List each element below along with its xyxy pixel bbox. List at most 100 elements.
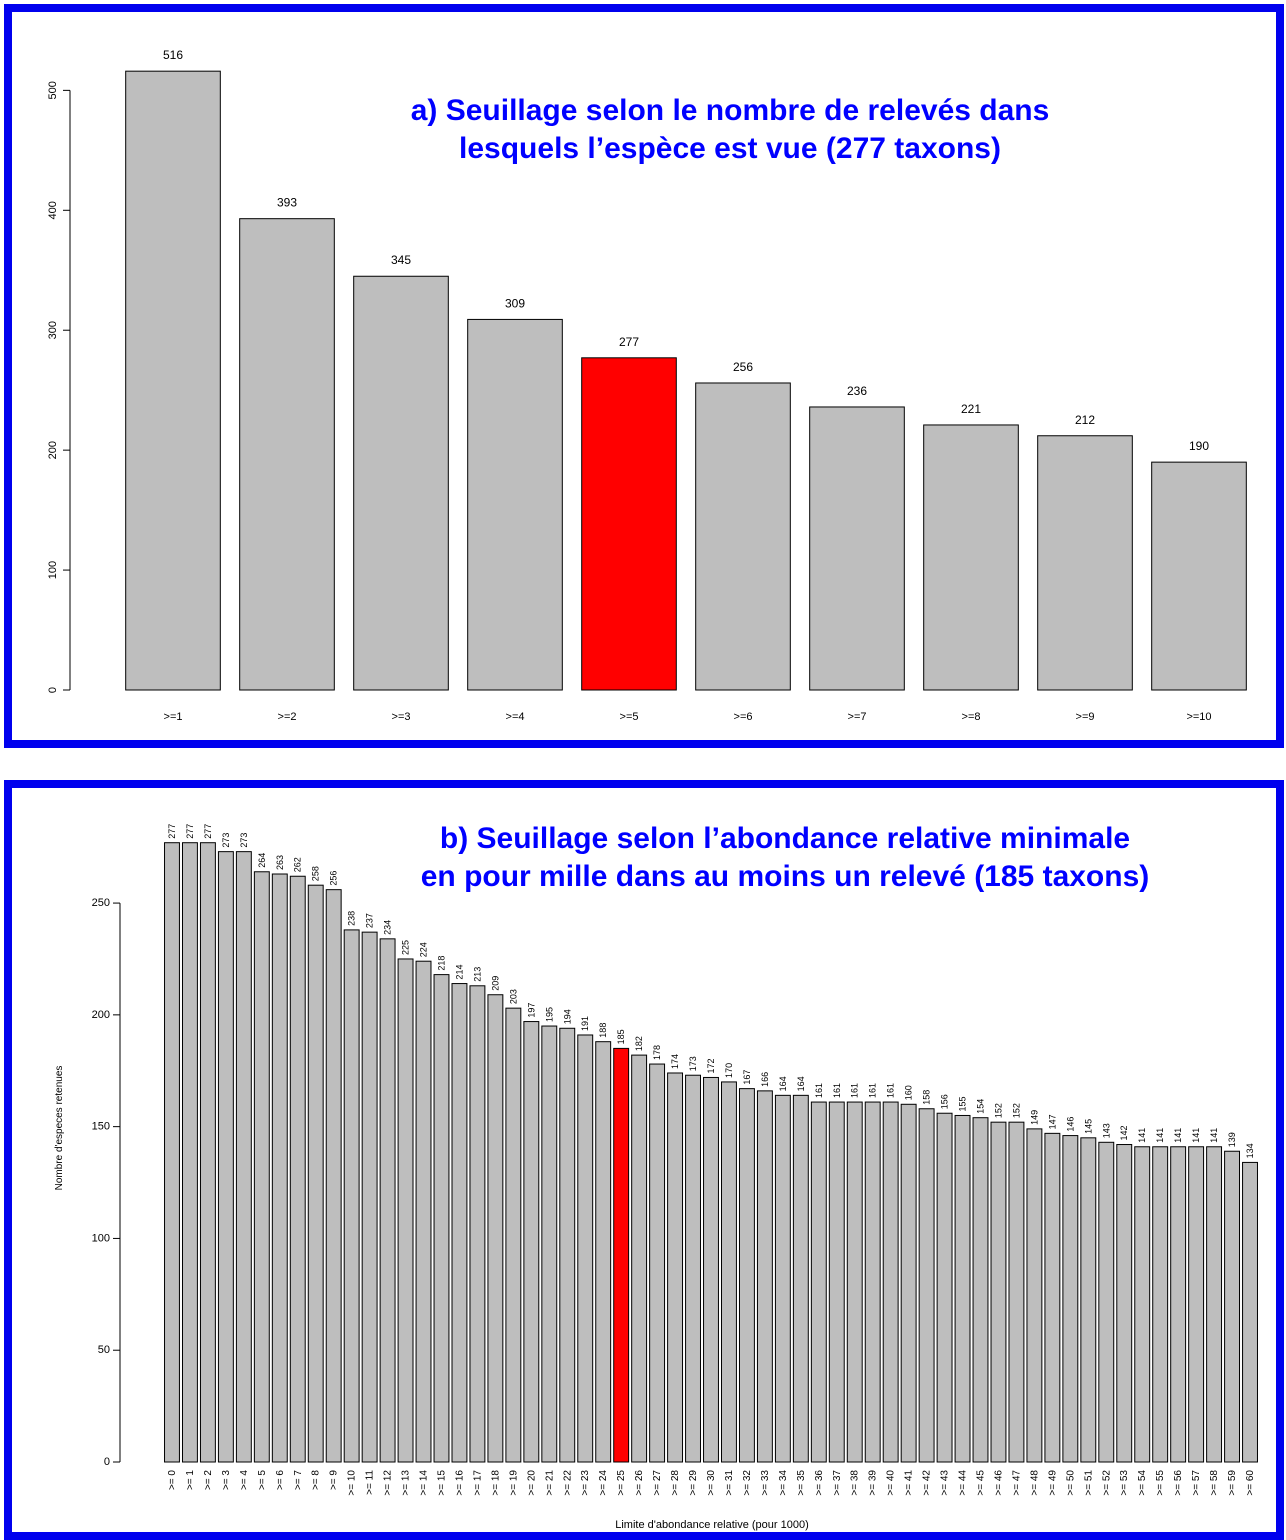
x-tick-label: >= 42: [922, 1470, 933, 1496]
x-tick-label: >= 23: [580, 1470, 591, 1496]
bar: [918, 1108, 935, 1463]
data-label: 203: [508, 989, 518, 1004]
bar: [809, 406, 905, 691]
bar: [164, 842, 180, 1463]
data-label: 238: [347, 911, 357, 926]
bar: [972, 1117, 989, 1463]
bar: [271, 873, 288, 1463]
bar: [1026, 1128, 1043, 1463]
data-label: 141: [1137, 1128, 1147, 1143]
bar: [649, 1063, 666, 1463]
panel-b-frame: 0 50 100 150 200 250 277 >= 0 277 >= 1 277 >= 2 273…: [4, 780, 1284, 1540]
x-tick-label: >= 37: [832, 1470, 843, 1496]
data-label: 221: [961, 402, 981, 416]
data-label: 191: [580, 1016, 590, 1031]
bar: [379, 938, 396, 1463]
data-label: 178: [652, 1045, 662, 1060]
x-tick-label: >= 6: [275, 1470, 286, 1490]
y-tick-label: 500: [47, 81, 59, 99]
x-tick-label: >= 35: [796, 1470, 807, 1496]
x-tick-label: >=5: [620, 711, 639, 723]
x-tick-label: >= 57: [1191, 1470, 1202, 1496]
data-label: 141: [1209, 1128, 1219, 1143]
chart-a-title-line-1: a) Seuillage selon le nombre de relevés …: [411, 94, 1050, 127]
data-label: 234: [383, 920, 393, 935]
y-tick-label: 200: [47, 441, 59, 459]
data-label: 277: [203, 824, 213, 839]
x-tick-label: >= 9: [329, 1470, 340, 1490]
data-label: 236: [847, 384, 867, 398]
data-label: 142: [1119, 1125, 1129, 1140]
data-label: 161: [868, 1083, 878, 1098]
x-tick-label: >= 49: [1047, 1470, 1058, 1496]
y-tick-label: 250: [92, 897, 110, 909]
x-tick-label: >= 59: [1227, 1470, 1238, 1496]
panel-a-frame: 0 100 200 300 400 500 516 >=1 393 >=2 345 >=3 309 >=…: [4, 4, 1284, 748]
bar: [864, 1101, 881, 1463]
chart-b: 0 50 100 150 200 250 277 >= 0 277 >= 1 277 >= 2 273…: [54, 822, 1258, 1531]
bar: [1037, 435, 1133, 691]
bar: [467, 318, 563, 691]
bar: [1098, 1141, 1115, 1463]
bar: [685, 1074, 701, 1463]
chart-b-title-line-2: en pour mille dans au moins un relevé (1…: [421, 860, 1150, 893]
data-label: 182: [634, 1036, 644, 1051]
x-tick-label: >=4: [506, 711, 525, 723]
bar: [721, 1081, 737, 1463]
data-label: 195: [544, 1007, 554, 1022]
bar: [1224, 1150, 1241, 1463]
x-tick-label: >= 12: [383, 1470, 394, 1496]
bar: [631, 1054, 648, 1463]
bar: [559, 1027, 576, 1463]
x-tick-label: >= 8: [311, 1470, 322, 1490]
data-label: 154: [976, 1099, 986, 1114]
y-tick-label: 50: [98, 1344, 110, 1356]
data-label: 277: [619, 335, 639, 349]
data-label: 273: [239, 833, 249, 848]
data-label: 262: [293, 857, 303, 872]
y-tick-label: 100: [92, 1232, 110, 1244]
data-label: 147: [1047, 1114, 1057, 1129]
x-tick-label: >= 39: [868, 1470, 879, 1496]
chart-a-title-line-2: lesquels l’espèce est vue (277 taxons): [459, 132, 1001, 165]
x-tick-label: >=8: [962, 711, 981, 723]
bar: [415, 960, 432, 1463]
bar: [1134, 1146, 1151, 1463]
x-tick-label: >=1: [164, 711, 183, 723]
x-tick-label: >= 11: [365, 1470, 376, 1495]
data-label: 158: [922, 1090, 932, 1105]
data-label: 146: [1065, 1117, 1075, 1132]
bar: [487, 994, 504, 1463]
x-tick-label: >= 60: [1245, 1470, 1256, 1496]
bar: [433, 974, 450, 1463]
bar: [703, 1076, 719, 1463]
x-tick-label: >= 27: [652, 1470, 663, 1496]
bar: [774, 1094, 791, 1463]
x-tick-label: >= 45: [976, 1470, 987, 1496]
data-label: 213: [472, 967, 482, 982]
data-label: 161: [832, 1083, 842, 1098]
x-tick-label: >= 58: [1209, 1470, 1220, 1496]
bar: [828, 1101, 845, 1463]
data-label: 134: [1245, 1143, 1255, 1158]
y-tick-label: 150: [92, 1121, 110, 1133]
bar: [846, 1101, 863, 1463]
x-tick-label: >=9: [1076, 711, 1095, 723]
x-tick-label: >= 7: [293, 1470, 304, 1490]
x-tick-label: >= 22: [562, 1470, 573, 1496]
bar: [900, 1103, 917, 1463]
bar: [756, 1090, 773, 1463]
x-tick-label: >= 10: [347, 1470, 358, 1496]
x-tick-label: >= 29: [688, 1470, 699, 1496]
data-label: 345: [391, 253, 411, 267]
x-tick-label: >= 2: [203, 1470, 214, 1490]
data-label: 516: [163, 48, 183, 62]
x-axis-label-b: Limite d'abondance relative (pour 1000): [615, 1519, 809, 1531]
data-label: 197: [526, 1003, 536, 1018]
data-label: 170: [724, 1063, 734, 1078]
x-tick-label: >= 4: [239, 1470, 250, 1490]
x-tick-label: >= 3: [221, 1470, 232, 1490]
y-tick-label: 0: [104, 1456, 110, 1468]
data-label: 139: [1227, 1132, 1237, 1147]
x-tick-label: >= 5: [257, 1470, 268, 1490]
